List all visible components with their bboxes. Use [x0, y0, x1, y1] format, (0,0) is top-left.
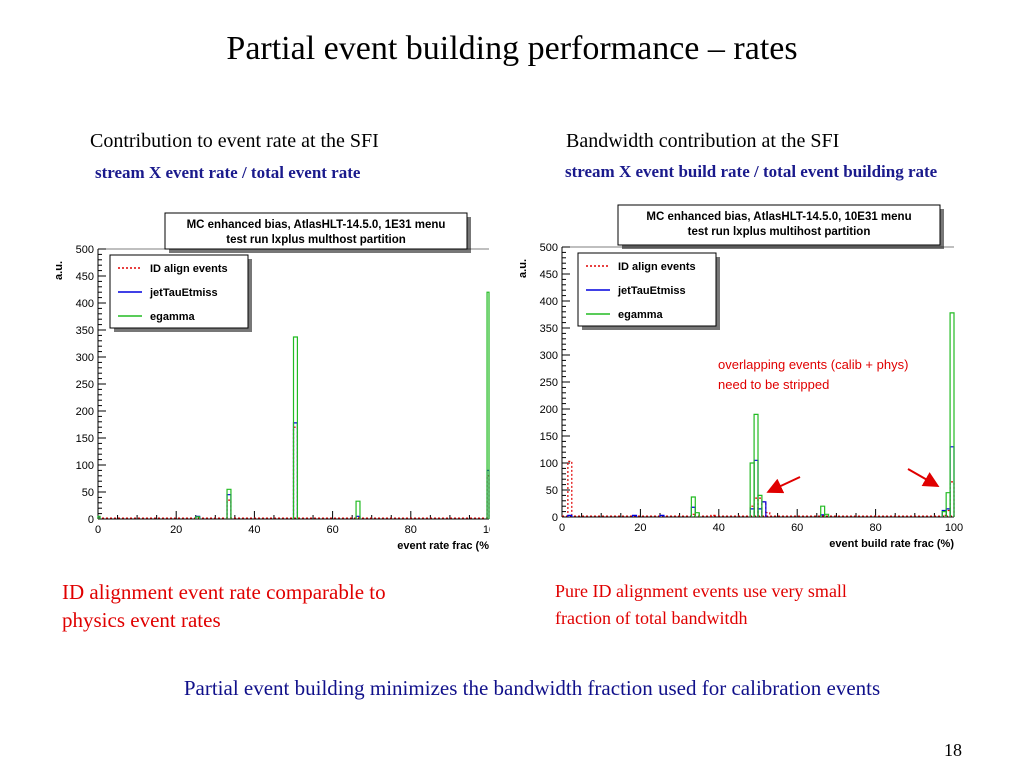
legend-label: jetTauEtmiss [617, 285, 686, 297]
legend-label: egamma [618, 309, 664, 321]
histogram-bin [292, 336, 299, 519]
y-tick-label: 100 [540, 458, 558, 470]
histogram-bin [757, 494, 763, 517]
x-tick-label: 100 [945, 522, 963, 534]
y-tick-label: 200 [76, 406, 94, 418]
right-panel-subheading: stream X event build rate / total event … [565, 162, 938, 181]
y-tick-label: 200 [540, 404, 558, 416]
right-comment: Pure ID alignment events use very small … [555, 578, 847, 632]
y-axis-label: a.u. [53, 261, 65, 280]
x-tick-label: 0 [559, 522, 565, 534]
y-tick-label: 150 [540, 431, 558, 443]
y-tick-label: 300 [76, 352, 94, 364]
y-tick-label: 150 [76, 433, 94, 445]
annotation-arrow [907, 468, 940, 487]
left-panel-heading: Contribution to event rate at the SFI [90, 130, 379, 152]
left-histogram: MC enhanced bias, AtlasHLT-14.5.0, 1E31 … [53, 212, 490, 552]
y-tick-label: 100 [76, 460, 94, 472]
histogram-bin [631, 514, 638, 517]
right-comment-line1: Pure ID alignment events use very small [555, 581, 847, 601]
x-axis-label: event build rate frac (%) [829, 538, 954, 550]
info-line-1: MC enhanced bias, AtlasHLT-14.5.0, 1E31 … [187, 219, 446, 231]
left-comment-line1: ID alignment event rate comparable to [62, 580, 386, 604]
legend-label: jetTauEtmiss [149, 287, 218, 299]
annotation-line-2: need to be stripped [718, 377, 829, 392]
y-axis-label: a.u. [517, 259, 529, 278]
y-tick-label: 500 [76, 244, 94, 256]
histogram-bin [694, 512, 700, 517]
y-tick-label: 400 [540, 296, 558, 308]
histogram-bin [486, 291, 490, 519]
x-axis-label: event rate frac (% [397, 540, 489, 552]
histogram-bin [195, 516, 201, 519]
y-tick-label: 250 [76, 379, 94, 391]
y-tick-label: 500 [540, 242, 558, 254]
histogram-bin [820, 505, 826, 517]
right-comment-line2: fraction of total bandwitdh [555, 608, 748, 628]
histogram-bin [355, 500, 361, 519]
conclusion-text: Partial event building minimizes the ban… [183, 676, 881, 700]
x-tick-label: 40 [713, 522, 725, 534]
x-tick-label: 80 [405, 524, 417, 536]
right-panel-heading: Bandwidth contribution at the SFI [566, 130, 840, 152]
histogram-bin [753, 413, 759, 517]
page-number: 18 [944, 740, 962, 760]
y-tick-label: 0 [552, 512, 558, 524]
left-comment: ID alignment event rate comparable to ph… [62, 578, 386, 634]
y-tick-label: 250 [540, 377, 558, 389]
histogram-bin [567, 460, 573, 517]
y-tick-label: 0 [88, 514, 94, 526]
legend-label: ID align events [618, 261, 696, 273]
info-line-2: test run lxplus multhost partition [226, 234, 406, 246]
x-tick-label: 10 [483, 524, 490, 536]
slide-title: Partial event building performance – rat… [226, 30, 798, 67]
histogram-bin [690, 496, 696, 517]
y-tick-label: 400 [76, 298, 94, 310]
info-box [164, 212, 468, 250]
histogram-bin [949, 312, 955, 517]
legend-label: ID align events [150, 263, 228, 275]
annotation-arrow [766, 476, 801, 494]
x-tick-label: 20 [634, 522, 646, 534]
histogram-bin [226, 488, 232, 519]
y-tick-label: 300 [540, 350, 558, 362]
x-tick-label: 60 [791, 522, 803, 534]
y-tick-label: 450 [76, 271, 94, 283]
x-tick-label: 20 [170, 524, 182, 536]
histogram-bin [824, 513, 830, 517]
histogram-bin [567, 514, 573, 517]
left-panel-subheading: stream X event rate / total event rate [95, 163, 361, 182]
y-tick-label: 450 [540, 269, 558, 281]
x-tick-label: 0 [95, 524, 101, 536]
histogram-bin [659, 514, 665, 517]
x-tick-label: 40 [248, 524, 260, 536]
info-line-1: MC enhanced bias, AtlasHLT-14.5.0, 10E31… [646, 211, 911, 223]
x-tick-label: 80 [869, 522, 881, 534]
histogram-bin [97, 515, 101, 519]
histogram-bin [710, 514, 716, 517]
annotation-line-1: overlapping events (calib + phys) [718, 357, 908, 372]
legend-label: egamma [150, 311, 196, 323]
x-tick-label: 60 [326, 524, 338, 536]
info-line-2: test run lxplus multihost partition [688, 226, 871, 238]
y-tick-label: 50 [546, 485, 558, 497]
right-histogram: MC enhanced bias, AtlasHLT-14.5.0, 10E31… [517, 204, 963, 550]
y-tick-label: 50 [82, 487, 94, 499]
info-box [617, 204, 941, 246]
y-tick-label: 350 [540, 323, 558, 335]
left-comment-line2: physics event rates [62, 608, 221, 632]
y-tick-label: 350 [76, 325, 94, 337]
